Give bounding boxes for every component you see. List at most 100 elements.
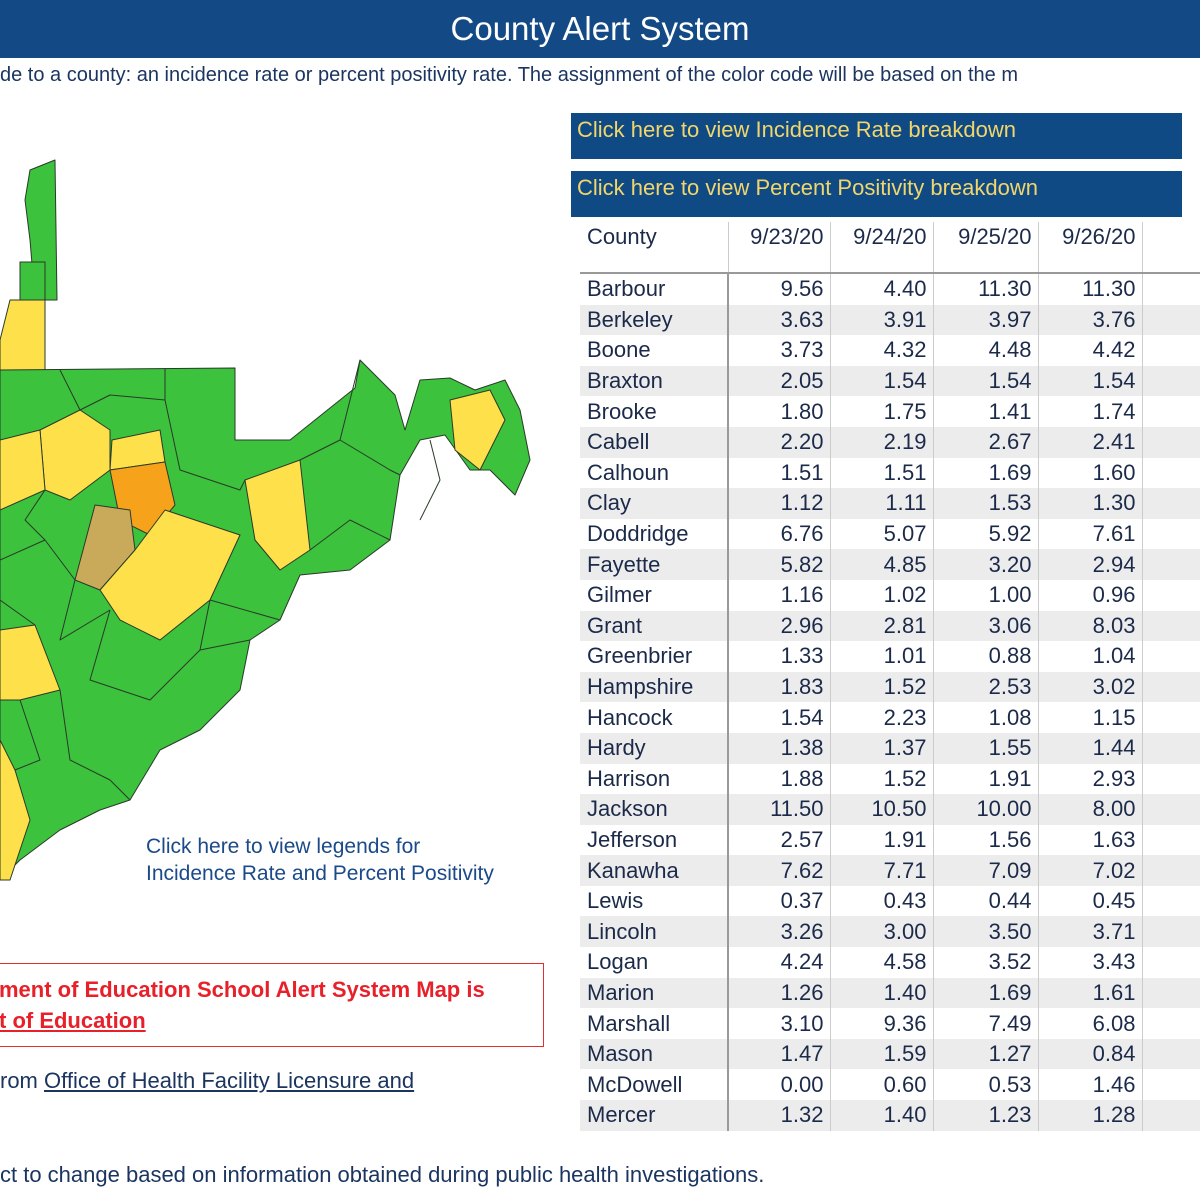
- value-cell: 8: [1141, 794, 1200, 825]
- value-cell: 11.50: [727, 794, 830, 825]
- legend-link[interactable]: Click here to view legends for Incidence…: [146, 833, 494, 887]
- value-cell: 7.02: [1037, 855, 1142, 886]
- value-cell: 0.37: [727, 885, 830, 917]
- value-cell: 1.55: [932, 732, 1038, 764]
- value-cell: 1.63: [1037, 824, 1142, 856]
- value-cell: 1: [1141, 824, 1200, 856]
- value-cell: 1.44: [1037, 732, 1142, 764]
- column-header: 9/23/20: [727, 222, 830, 274]
- value-cell: 4: [1141, 916, 1200, 948]
- source-text: rom Office of Health Facility Licensure …: [0, 1068, 414, 1094]
- value-cell: 8: [1141, 610, 1200, 642]
- value-cell: 1.23: [932, 1100, 1038, 1131]
- value-cell: 1: [1141, 488, 1200, 519]
- county-cell: Boone: [580, 335, 729, 366]
- value-cell: 4.85: [829, 549, 933, 580]
- county-cell: Clay: [580, 488, 729, 519]
- value-cell: 0: [1141, 885, 1200, 917]
- value-cell: 7.61: [1037, 518, 1142, 550]
- notice-link[interactable]: t of Education: [0, 1008, 146, 1033]
- header-title: County Alert System: [0, 0, 1200, 58]
- value-cell: 1.91: [932, 763, 1038, 795]
- value-cell: 5.07: [829, 518, 933, 550]
- legend-line[interactable]: Click here to view legends for: [146, 835, 421, 858]
- column-header: 9/25/20: [932, 222, 1038, 274]
- value-cell: 3.20: [932, 549, 1038, 580]
- value-cell: 1.69: [932, 457, 1038, 489]
- value-cell: 1.54: [829, 365, 933, 397]
- county-cell: Mason: [580, 1038, 729, 1070]
- table-body: Barbour9.564.4011.3011.306Berkeley3.633.…: [580, 273, 1200, 1131]
- value-cell: 3.43: [1037, 947, 1142, 978]
- county-cell: Hancock: [580, 702, 729, 733]
- source-link[interactable]: Office of Health Facility Licensure and: [44, 1068, 415, 1093]
- value-cell: 1.30: [1037, 488, 1142, 519]
- value-cell: 0.44: [932, 885, 1038, 917]
- value-cell: 1.59: [829, 1038, 933, 1070]
- value-cell: 1: [1141, 1100, 1200, 1131]
- notice-box: ment of Education School Alert System Ma…: [0, 963, 544, 1047]
- value-cell: 3.73: [727, 335, 830, 366]
- value-cell: 2.96: [727, 610, 830, 642]
- value-cell: 1.00: [932, 579, 1038, 611]
- value-cell: 1.52: [829, 763, 933, 795]
- county-cell: Jefferson: [580, 824, 729, 856]
- column-header: 9/26/20: [1037, 222, 1142, 274]
- incidence-button[interactable]: Click here to view Incidence Rate breakd…: [571, 113, 1182, 159]
- value-cell: 1.61: [1037, 977, 1142, 1009]
- county-cell: Braxton: [580, 365, 729, 397]
- value-cell: 1: [1141, 977, 1200, 1009]
- source-prefix: rom: [0, 1068, 44, 1093]
- value-cell: 0.43: [829, 885, 933, 917]
- value-cell: 1.88: [727, 763, 830, 795]
- value-cell: 7.71: [829, 855, 933, 886]
- county-map[interactable]: [0, 150, 545, 895]
- value-cell: 0.53: [932, 1069, 1038, 1101]
- value-cell: 5.92: [932, 518, 1038, 550]
- county-cell: Kanawha: [580, 855, 729, 886]
- notice-line: ment of Education School Alert System Ma…: [0, 977, 485, 1002]
- value-cell: 2.67: [932, 426, 1038, 458]
- value-cell: 0.00: [727, 1069, 830, 1101]
- value-cell: 6.76: [727, 518, 830, 550]
- intro-text: de to a county: an incidence rate or per…: [0, 64, 1018, 86]
- value-cell: 0.84: [1037, 1038, 1142, 1070]
- value-cell: 3.06: [932, 610, 1038, 642]
- value-cell: 1.27: [932, 1038, 1038, 1070]
- value-cell: 11.30: [1037, 273, 1142, 305]
- county-cell: Lewis: [580, 885, 729, 917]
- county-cell: Hardy: [580, 732, 729, 764]
- value-cell: 1.40: [829, 977, 933, 1009]
- positivity-button[interactable]: Click here to view Percent Positivity br…: [571, 171, 1182, 217]
- value-cell: 1.47: [727, 1038, 830, 1070]
- value-cell: 3.97: [932, 304, 1038, 336]
- value-cell: 1.69: [932, 977, 1038, 1009]
- value-cell: 1.02: [829, 579, 933, 611]
- legend-line[interactable]: Incidence Rate and Percent Positivity: [146, 862, 494, 885]
- county-cell: Harrison: [580, 763, 729, 795]
- value-cell: 1: [1141, 365, 1200, 397]
- value-cell: 1.33: [727, 641, 830, 672]
- value-cell: 1.53: [932, 488, 1038, 519]
- county-cell: Calhoun: [580, 457, 729, 489]
- value-cell: 1: [1141, 702, 1200, 733]
- value-cell: 6: [1141, 763, 1200, 795]
- value-cell: 1: [1141, 1069, 1200, 1101]
